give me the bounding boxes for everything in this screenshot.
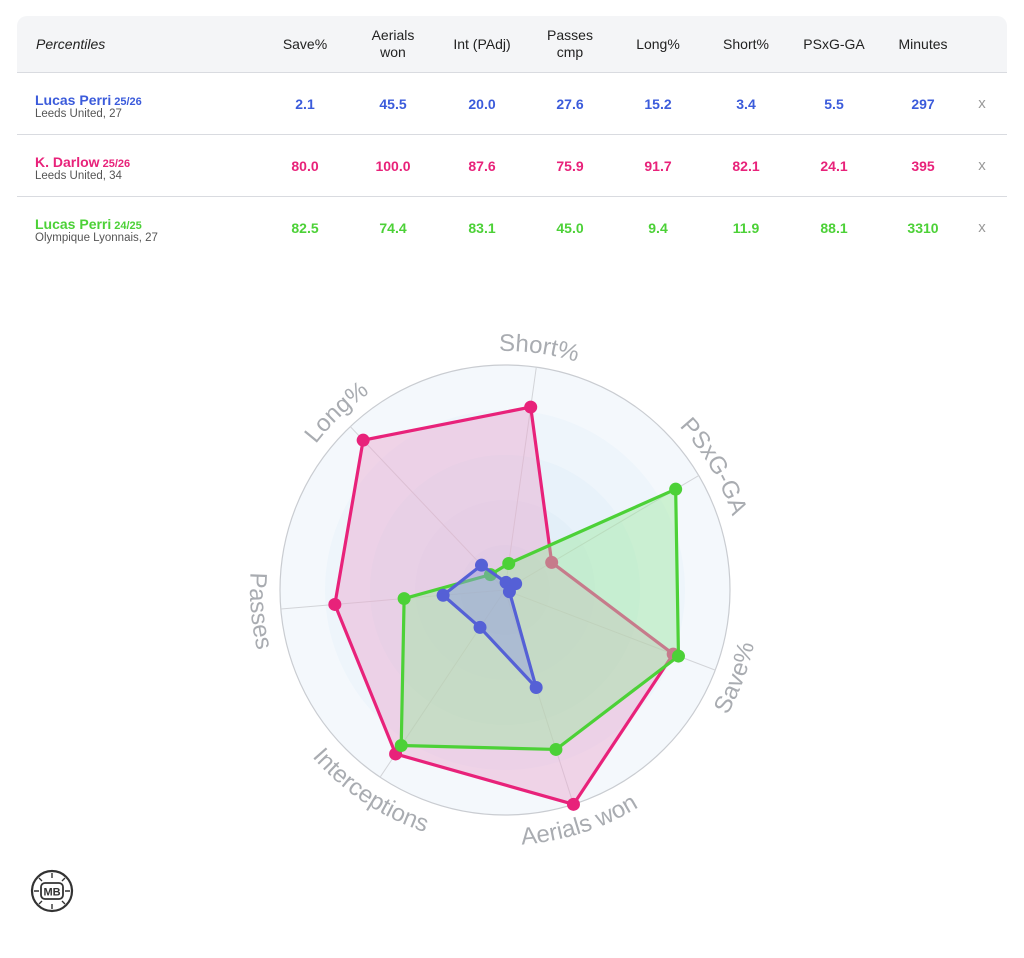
column-header[interactable]: Minutes	[898, 35, 948, 52]
column-header[interactable]: Short%	[723, 35, 769, 52]
axis-label: Short%	[499, 330, 582, 368]
percentiles-header: Percentiles	[36, 35, 106, 52]
data-point	[566, 797, 580, 811]
player-club-age: Leeds United, 34	[35, 170, 122, 182]
stat-cell: 100.0	[375, 157, 411, 174]
remove-player-button[interactable]: x	[978, 95, 986, 112]
season-label: 24/25	[114, 220, 142, 232]
data-point	[473, 620, 487, 634]
remove-player-button[interactable]: x	[978, 219, 986, 236]
stat-cell: 27.6	[556, 95, 584, 112]
stat-cell: 15.2	[644, 95, 672, 112]
series-area	[333, 405, 675, 806]
data-point	[474, 558, 488, 572]
player-name-text: Lucas Perri	[35, 216, 112, 232]
player-name[interactable]: Lucas Perri 24/25	[35, 216, 142, 232]
season-label: 25/26	[102, 158, 131, 170]
data-point	[669, 482, 683, 496]
player-club-age: Olympique Lyonnais, 27	[35, 232, 158, 244]
mb-logo: MB	[30, 869, 74, 913]
data-point	[524, 400, 538, 414]
stat-cell: 395	[911, 157, 935, 174]
data-point	[394, 739, 408, 753]
table-row: Lucas Perri 25/26 Leeds United, 27 2.1 45.5 2…	[17, 73, 1007, 135]
table-row: Lucas Perri 24/25 Olympique Lyonnais, 27 82…	[17, 197, 1007, 258]
stat-cell: 87.6	[468, 157, 496, 174]
stat-cell: 24.1	[820, 157, 848, 174]
stat-cell: 9.4	[648, 219, 668, 236]
player-name[interactable]: K. Darlow 25/26	[35, 154, 130, 170]
stat-cell: 5.5	[824, 95, 844, 112]
comparison-table: Percentiles Save% Aerials won Int (PAdj) Pa…	[17, 16, 1007, 258]
data-point	[397, 592, 411, 606]
stat-cell: 80.0	[291, 157, 319, 174]
data-point	[502, 556, 516, 570]
data-point	[671, 649, 685, 663]
stat-cell: 82.1	[732, 157, 760, 174]
data-point	[483, 568, 497, 582]
series-area	[399, 487, 681, 752]
data-point	[356, 433, 370, 447]
stat-cell: 297	[911, 95, 935, 112]
axis-label: Passes	[244, 572, 278, 652]
table-header: Percentiles Save% Aerials won Int (PAdj) Pa…	[17, 16, 1007, 73]
stat-cell: 75.9	[556, 157, 584, 174]
stat-cell: 3310	[907, 219, 939, 236]
season-label: 25/26	[114, 96, 142, 108]
data-point	[549, 742, 563, 756]
player-name-text: K. Darlow	[35, 154, 100, 170]
stat-cell: 45.0	[556, 219, 584, 236]
stat-cell: 83.1	[468, 219, 496, 236]
player-club-age: Leeds United, 27	[35, 108, 122, 120]
data-point	[545, 555, 559, 569]
column-header[interactable]: Int (PAdj)	[453, 35, 511, 52]
stat-cell: 2.1	[295, 95, 315, 112]
axis-label-text: Passes	[244, 572, 278, 652]
column-header[interactable]: PSxG-GA	[803, 35, 865, 52]
data-point	[502, 585, 516, 599]
radar-spoke	[280, 589, 506, 610]
remove-player-button[interactable]: x	[978, 157, 986, 174]
stat-cell: 45.5	[379, 95, 407, 112]
stat-cell: 20.0	[468, 95, 496, 112]
column-header[interactable]: Save%	[282, 35, 328, 52]
stat-cell: 88.1	[820, 219, 848, 236]
player-name-text: Lucas Perri	[35, 92, 112, 108]
stat-cell: 3.4	[736, 95, 756, 112]
stat-cell: 82.5	[291, 219, 319, 236]
axis-label-text: Short%	[499, 330, 582, 368]
data-point	[529, 681, 543, 695]
stat-cell: 74.4	[379, 219, 407, 236]
table-row: K. Darlow 25/26 Leeds United, 34 80.0 100.0 8…	[17, 135, 1007, 197]
stat-cell: 11.9	[732, 219, 760, 236]
logo-text: MB	[43, 887, 60, 899]
data-point	[436, 588, 450, 602]
column-header[interactable]: Passes cmp	[547, 27, 593, 60]
radar-spoke	[504, 589, 574, 805]
player-name[interactable]: Lucas Perri 25/26	[35, 92, 142, 108]
data-point	[328, 597, 342, 611]
column-header[interactable]: Long%	[636, 35, 680, 52]
stat-cell: 91.7	[644, 157, 672, 174]
column-header[interactable]: Aerials won	[371, 27, 415, 60]
